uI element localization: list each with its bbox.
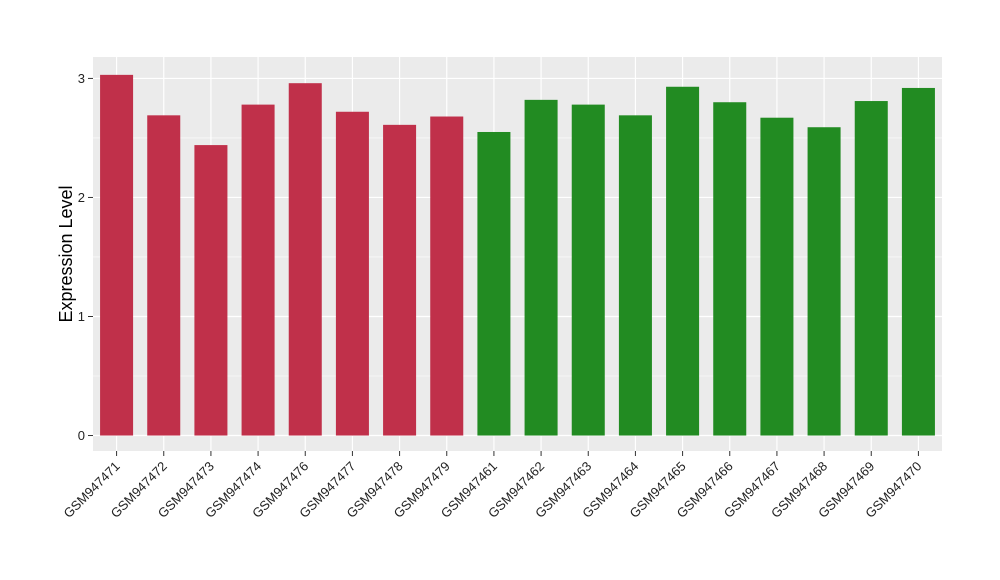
y-tick-label: 0 bbox=[78, 428, 85, 443]
bar-GSM947478 bbox=[383, 124, 417, 436]
y-axis: 0 1 2 3 bbox=[78, 71, 93, 443]
plot-panel bbox=[93, 57, 942, 451]
bar-GSM947473 bbox=[194, 145, 228, 436]
bar-GSM947474 bbox=[241, 104, 275, 436]
bar-GSM947461 bbox=[477, 131, 511, 436]
y-tick-label: 1 bbox=[78, 309, 85, 324]
y-axis-title: Expression Level bbox=[56, 185, 76, 322]
bar-GSM947471 bbox=[100, 74, 134, 436]
bar-GSM947465 bbox=[666, 86, 700, 436]
y-tick-label: 2 bbox=[78, 190, 85, 205]
x-axis: GSM947471GSM947472GSM947473GSM947474GSM9… bbox=[60, 451, 925, 521]
bar-GSM947467 bbox=[760, 117, 794, 436]
y-tick-label: 3 bbox=[78, 71, 85, 86]
bar-GSM947463 bbox=[571, 104, 605, 436]
bar-GSM947468 bbox=[807, 127, 841, 436]
bar-GSM947464 bbox=[618, 115, 652, 436]
bar-GSM947472 bbox=[147, 115, 181, 436]
bar-GSM947469 bbox=[854, 101, 888, 436]
bar-GSM947477 bbox=[335, 111, 369, 436]
bar-GSM947466 bbox=[713, 102, 747, 436]
bar-GSM947462 bbox=[524, 99, 558, 436]
bar-GSM947470 bbox=[901, 87, 935, 436]
bars bbox=[100, 74, 935, 436]
bar-GSM947479 bbox=[430, 116, 464, 436]
bar-GSM947476 bbox=[288, 83, 322, 436]
